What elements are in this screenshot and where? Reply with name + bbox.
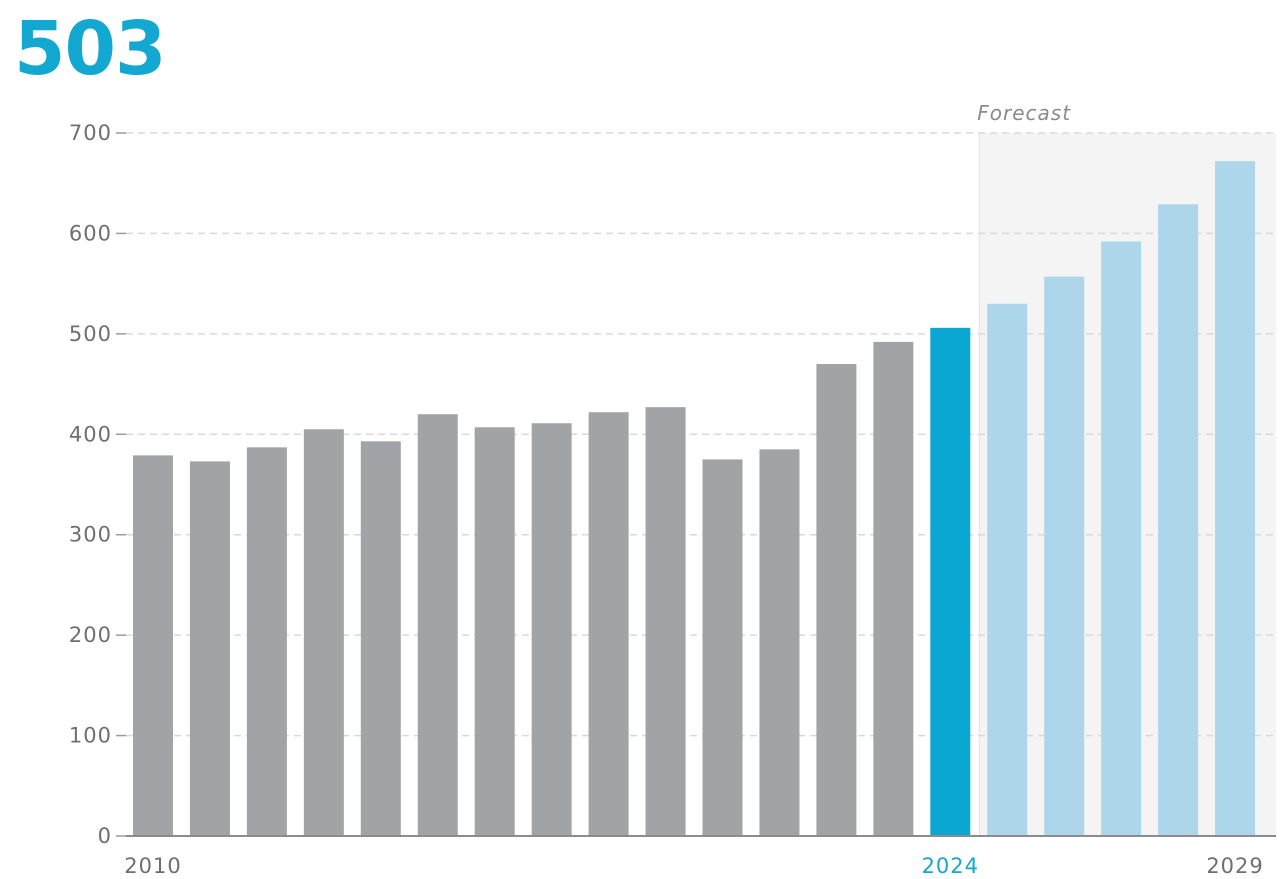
bar-actual-2022	[816, 363, 857, 836]
label-layer: Forecast 0 100 200 300 400 500 600 700 2010 2024 20…	[69, 101, 1263, 878]
bar-forecast-2028	[1158, 204, 1199, 836]
x-tick-label-2024: 2024	[922, 854, 979, 878]
bar-actual-2014	[360, 441, 401, 836]
y-tick-label: 200	[69, 623, 112, 647]
x-tick-label-2029: 2029	[1206, 854, 1263, 878]
y-tick-label: 400	[69, 422, 112, 446]
y-tick-label: 700	[69, 121, 112, 145]
bar-actual-2010	[133, 455, 173, 836]
bar-actual-2019	[645, 407, 686, 836]
headline-value: 503	[14, 6, 166, 92]
bar-forecast-2027	[1101, 241, 1142, 836]
forecast-label: Forecast	[977, 101, 1071, 125]
y-tick-label: 600	[69, 221, 112, 245]
y-tick-label: 300	[69, 523, 112, 547]
bar-actual-2013	[303, 429, 344, 836]
bar-forecast-2026	[1044, 276, 1085, 836]
axis-layer	[116, 132, 1276, 837]
bar-actual-2016	[474, 427, 515, 836]
y-tick-label: 0	[98, 824, 112, 848]
bar-actual-2023	[873, 341, 914, 836]
bar-actual-2015	[417, 414, 458, 836]
bar-layer	[133, 161, 1256, 836]
bar-actual-2020	[702, 459, 743, 836]
bar-actual-2018	[588, 412, 629, 836]
bar-actual-2012	[246, 447, 287, 836]
bar-actual-2017	[531, 423, 572, 836]
y-tick-label: 100	[69, 724, 112, 748]
bar-actual-2011	[189, 461, 230, 836]
bar-forecast-2029	[1215, 161, 1256, 836]
y-tick-label: 500	[69, 322, 112, 346]
bar-current-2024	[930, 327, 971, 836]
bar-forecast-2025	[987, 303, 1028, 836]
x-tick-label-2010: 2010	[124, 854, 181, 878]
bar-actual-2021	[759, 449, 800, 836]
